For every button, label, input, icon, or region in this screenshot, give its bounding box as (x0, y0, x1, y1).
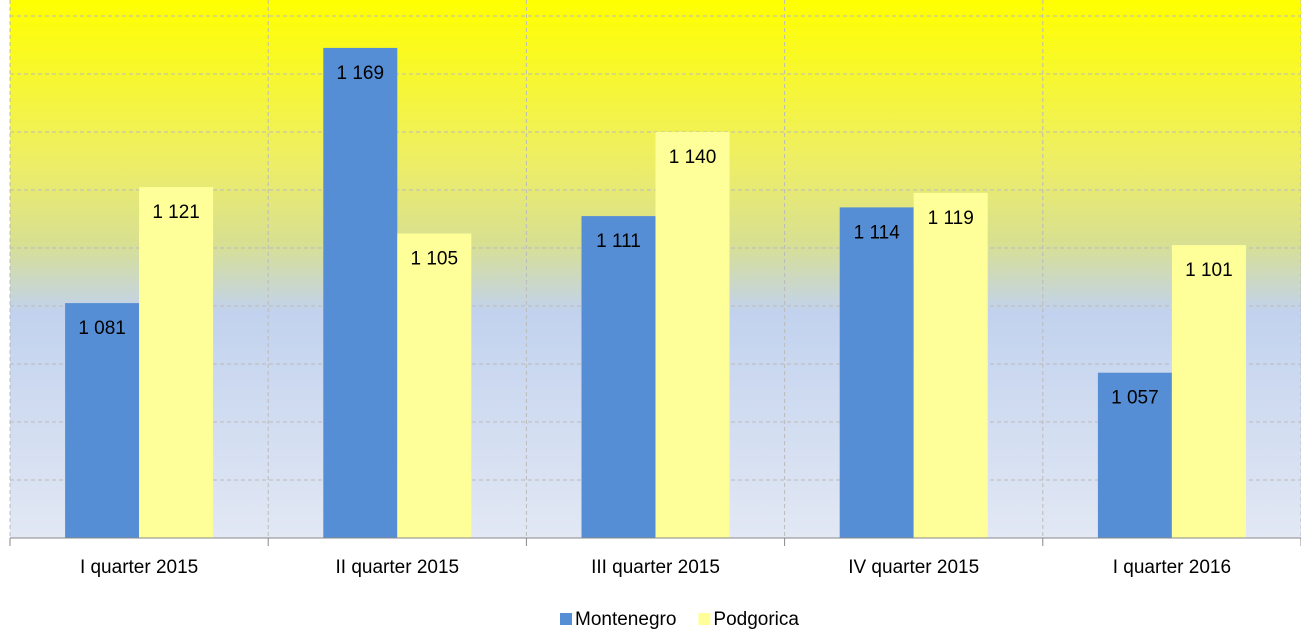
legend-label: Montenegro (575, 609, 676, 630)
x-tick-label: III quarter 2015 (591, 557, 720, 578)
bar (655, 132, 730, 538)
bar (65, 303, 140, 538)
data-label: 1 111 (596, 231, 641, 252)
legend-swatch (698, 613, 711, 625)
data-label: 1 119 (928, 208, 974, 229)
data-label: 1 114 (854, 222, 901, 243)
data-label: 1 057 (1111, 388, 1159, 409)
x-tick-label: I quarter 2015 (80, 557, 198, 578)
bar (581, 216, 656, 538)
data-label: 1 169 (337, 63, 385, 84)
bar (323, 47, 398, 539)
data-label: 1 121 (152, 202, 200, 223)
bar (397, 233, 472, 538)
legend-swatch (560, 613, 572, 625)
bar (839, 207, 914, 538)
bar (139, 187, 214, 538)
x-tick-label: II quarter 2015 (336, 557, 460, 578)
bar (1097, 372, 1172, 538)
bar (1171, 245, 1246, 538)
bar (913, 192, 988, 538)
data-label: 1 101 (1185, 260, 1233, 281)
data-label: 1 105 (411, 249, 459, 270)
x-tick-label: I quarter 2016 (1113, 557, 1231, 578)
legend-label: Podgorica (713, 609, 799, 630)
data-label: 1 140 (669, 147, 717, 168)
data-label: 1 081 (78, 318, 126, 339)
x-tick-label: IV quarter 2015 (848, 557, 979, 578)
